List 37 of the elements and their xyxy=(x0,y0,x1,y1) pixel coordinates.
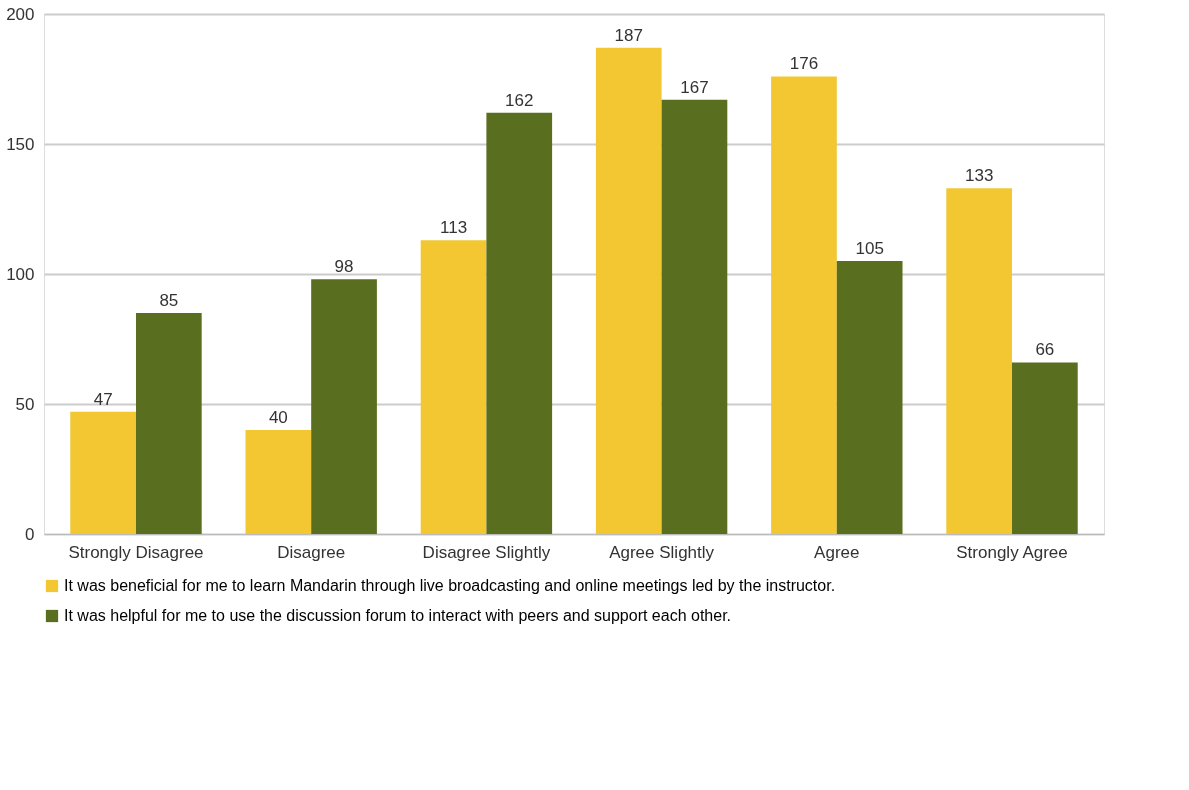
y-tick-label: 150 xyxy=(6,134,35,154)
x-tick-label: Agree xyxy=(814,542,860,562)
data-label: 66 xyxy=(1035,340,1055,360)
bar xyxy=(1012,362,1078,534)
legend-label: It was helpful for me to use the discussion forum to interact with peers and support each other. xyxy=(64,607,732,624)
bar xyxy=(135,313,202,534)
data-label: 133 xyxy=(964,166,994,186)
bar xyxy=(245,430,312,534)
y-tick-label: 100 xyxy=(6,264,35,284)
data-label: 113 xyxy=(439,218,468,238)
data-label: 85 xyxy=(159,291,179,310)
data-label: 176 xyxy=(789,54,819,74)
x-tick-label: Strongly Disagree xyxy=(68,542,204,562)
bar xyxy=(771,76,837,534)
bar xyxy=(836,261,903,534)
y-tick-label: 200 xyxy=(6,4,35,24)
bar xyxy=(595,47,662,534)
data-label: 47 xyxy=(93,389,113,409)
bar xyxy=(311,279,377,534)
x-tick-label: Disagree Slightly xyxy=(422,542,551,562)
x-tick-label: Strongly Agree xyxy=(956,542,1068,562)
x-tick-label: Agree Slightly xyxy=(609,542,715,562)
bar xyxy=(486,112,553,534)
x-tick-label: Disagree xyxy=(277,542,346,562)
bar xyxy=(946,188,1013,534)
y-tick-label: 50 xyxy=(15,394,35,414)
data-label: 162 xyxy=(505,90,534,110)
y-tick-label: 0 xyxy=(25,524,35,544)
data-label: 167 xyxy=(680,77,709,97)
data-label: 105 xyxy=(855,239,884,258)
bar xyxy=(70,411,136,534)
bar xyxy=(661,99,728,534)
data-label: 40 xyxy=(268,408,288,427)
data-label: 187 xyxy=(614,25,643,45)
data-label: 98 xyxy=(334,257,354,277)
legend-label: It was beneficial for me to learn Mandarin through live broadcasting and online meetings led by the instructor. xyxy=(64,577,836,594)
bar xyxy=(420,240,487,534)
